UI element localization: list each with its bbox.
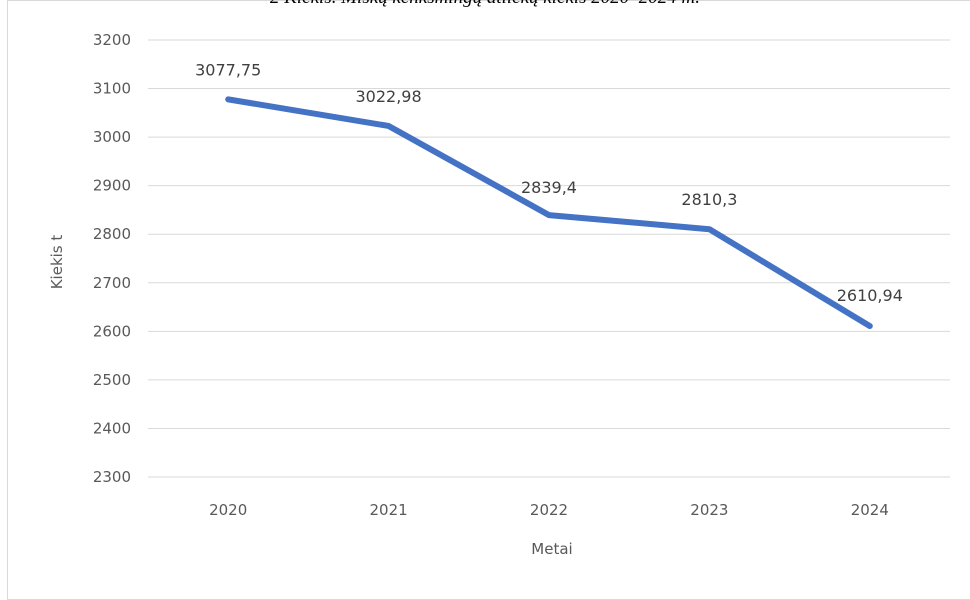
data-label-2023: 2810,3 [681,190,737,209]
data-labels: 3077,75 3022,98 2839,4 2810,3 2610,94 [195,60,903,305]
y-tick-label: 2500 [93,371,131,389]
data-label-2022: 2839,4 [521,178,577,197]
x-tick-labels: 2020 2021 2022 2023 2024 [209,501,889,519]
y-tick-label: 2700 [93,274,131,292]
y-tick-labels: 2300 2400 2500 2600 2700 2800 2900 3000 3100 3200 [93,31,131,486]
y-tick-label: 3000 [93,128,131,146]
data-label-2020: 3077,75 [195,60,261,79]
y-tick-label: 2300 [93,468,131,486]
data-point-2020 [227,98,229,100]
data-point-2021 [388,125,390,127]
series-group [225,96,873,330]
x-tick-label-2022: 2022 [530,501,568,519]
y-tick-label: 2400 [93,419,131,437]
y-tick-label: 3200 [93,31,131,49]
x-tick-label-2023: 2023 [690,501,728,519]
data-label-2021: 3022,98 [356,87,422,106]
x-tick-label-2024: 2024 [851,501,889,519]
data-point-2022 [548,214,550,216]
x-axis-title: Metai [531,540,572,558]
data-label-2024: 2610,94 [837,286,903,305]
data-point-2024 [869,325,871,327]
gridlines [148,39,950,478]
y-tick-label: 3100 [93,80,131,98]
x-tick-label-2020: 2020 [209,501,247,519]
data-point-2023 [708,228,710,230]
y-tick-label: 2900 [93,177,131,195]
y-axis-title: Kiekis t [48,235,66,290]
chart-title: 2 Kiekis. Miškų kenksmingų atliekų kieki… [0,0,970,9]
series-line [225,96,873,330]
y-tick-label: 2800 [93,225,131,243]
line-chart: 2300 2400 2500 2600 2700 2800 2900 3000 3100 3200… [48,31,950,558]
chart-frame [7,0,970,600]
y-tick-label: 2600 [93,322,131,340]
x-tick-label-2021: 2021 [370,501,408,519]
